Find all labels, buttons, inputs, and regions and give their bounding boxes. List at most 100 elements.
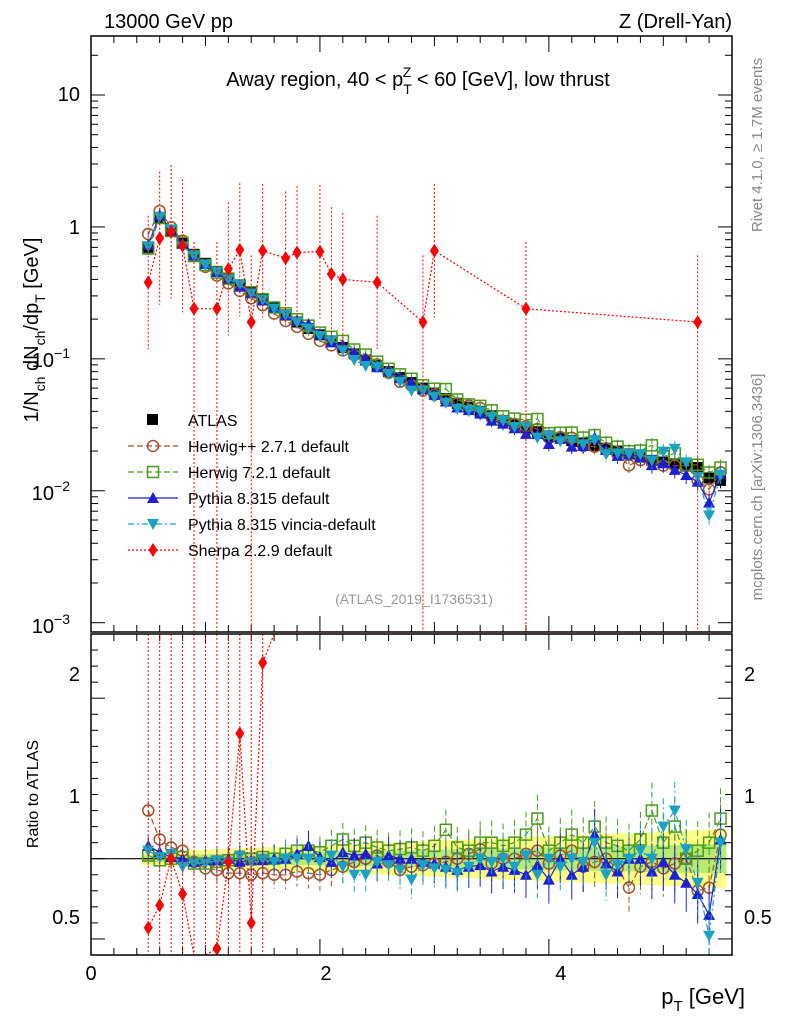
vincia-point bbox=[645, 455, 658, 467]
legend-marker-vincia bbox=[147, 519, 159, 530]
vincia-point bbox=[359, 361, 372, 373]
x-axis-label: pT [GeV] bbox=[661, 984, 745, 1015]
vincia-point bbox=[279, 309, 292, 321]
legend-label-herwigpp: Herwig++ 2.7.1 default bbox=[188, 439, 350, 456]
herwig7-ratio-point bbox=[565, 828, 578, 841]
legend-marker-herwig7 bbox=[146, 465, 160, 479]
vincia-point bbox=[554, 436, 567, 448]
main-data-layer bbox=[90, 36, 733, 632]
vincia-ratio-point bbox=[600, 869, 613, 881]
vincia-ratio-point bbox=[394, 864, 407, 876]
pythia-ratio-point bbox=[394, 852, 407, 864]
vincia-ratio-point bbox=[542, 853, 555, 865]
pythia-ratio-point bbox=[348, 849, 361, 861]
pythia-ratio-point bbox=[668, 868, 681, 880]
vincia-ratio-point bbox=[519, 850, 532, 862]
vincia-point bbox=[199, 260, 212, 272]
vincia-point bbox=[142, 241, 155, 253]
vincia-ratio-point bbox=[291, 853, 304, 865]
vincia-ratio-point bbox=[268, 856, 281, 868]
vincia-point bbox=[394, 376, 407, 388]
herwig7-point bbox=[531, 412, 544, 426]
vincia-ratio-point bbox=[645, 853, 658, 865]
x-tick-0: 0 bbox=[85, 963, 96, 985]
vincia-point bbox=[405, 385, 418, 397]
pythia-ratio-point bbox=[645, 865, 658, 877]
vincia-ratio-point bbox=[439, 864, 452, 876]
ratio-panel-frame bbox=[90, 633, 733, 956]
herwig7-ratio-point bbox=[531, 812, 544, 825]
legend-marker-pythia bbox=[147, 492, 159, 503]
vincia-point bbox=[302, 323, 315, 335]
vincia-point bbox=[565, 435, 578, 447]
sherpa-ratio-point bbox=[143, 920, 153, 935]
vincia-point bbox=[291, 317, 304, 329]
process-label: Z (Drell-Yan) bbox=[619, 11, 732, 33]
vincia-point bbox=[188, 251, 201, 263]
herwig7-ratio-point bbox=[668, 820, 682, 833]
vincia-ratio-point bbox=[462, 861, 475, 873]
legend-entry-pythia: Pythia 8.315 default bbox=[128, 491, 330, 508]
pythia-ratio-point bbox=[565, 868, 578, 880]
vincia-ratio-point bbox=[188, 858, 201, 870]
vincia-point bbox=[531, 432, 544, 444]
pythia-point bbox=[680, 468, 693, 480]
sherpa-ratio-point bbox=[155, 898, 165, 913]
vincia-ratio-point bbox=[680, 844, 693, 856]
ratio-y-tick-2-right: 2 bbox=[744, 664, 755, 686]
legend-entry-herwigpp: Herwig++ 2.7.1 default bbox=[128, 439, 350, 456]
vincia-ratio-point bbox=[428, 863, 441, 875]
vincia-point bbox=[462, 405, 475, 417]
vincia-point bbox=[485, 411, 498, 423]
vincia-point bbox=[634, 449, 647, 461]
herwig7-ratio-point bbox=[439, 823, 453, 837]
vincia-point bbox=[348, 354, 361, 366]
main-y-axis-label: 1/Nch dNch/dpT [GeV] bbox=[21, 238, 48, 423]
vincia-ratio-point bbox=[474, 853, 487, 865]
herwig7-point bbox=[439, 382, 453, 396]
vincia-ratio-point bbox=[210, 855, 223, 867]
vincia-point bbox=[588, 435, 601, 447]
vincia-point bbox=[474, 406, 487, 418]
ratio-y-axis-label: Ratio to ATLAS bbox=[25, 740, 42, 848]
sherpa-point bbox=[281, 251, 291, 266]
vincia-point bbox=[428, 391, 441, 403]
sherpa-point bbox=[338, 272, 348, 287]
vincia-point bbox=[451, 403, 464, 415]
pythia-point bbox=[668, 463, 681, 475]
pythia-ratio-point bbox=[531, 859, 544, 871]
sherpa-point bbox=[372, 275, 382, 290]
legend-marker-atlas bbox=[147, 414, 158, 425]
sherpa-point bbox=[189, 301, 199, 316]
sherpa-ratio-point bbox=[212, 941, 222, 956]
mcplots-label: mcplots.cern.ch [arXiv:1306.3436] bbox=[749, 374, 766, 601]
pythia-ratio-point bbox=[405, 852, 418, 864]
ratio-panel: Ratio to ATLAS 2 1 0.5 2 1 0.5 0 2 4 pT … bbox=[25, 633, 772, 1015]
main-y-tick-labels: 10 1 10−1 10−2 10−3 bbox=[32, 84, 80, 638]
vincia-point bbox=[680, 457, 693, 469]
sherpa-point bbox=[315, 244, 325, 259]
pythia-ratio-point bbox=[657, 855, 670, 867]
main-panel-title: Away region, 40 < pTZ < 60 [GeV], low th… bbox=[226, 64, 610, 97]
vincia-point bbox=[268, 303, 281, 315]
vincia-ratio-point bbox=[325, 850, 338, 862]
pythia-ratio-point bbox=[680, 876, 693, 888]
legend-entry-herwig7: Herwig 7.2.1 default bbox=[128, 465, 331, 482]
vincia-point bbox=[439, 397, 452, 409]
sherpa-point bbox=[258, 243, 268, 258]
vincia-point bbox=[382, 368, 395, 380]
ratio-y-tick-0.5-left: 0.5 bbox=[52, 907, 80, 929]
rivet-version-label: Rivet 4.1.0, ≥ 1.7M events bbox=[749, 58, 766, 232]
vincia-ratio-point bbox=[416, 860, 429, 872]
vincia-point bbox=[577, 439, 590, 451]
legend-label-sherpa: Sherpa 2.2.9 default bbox=[188, 543, 333, 560]
sherpa-point bbox=[521, 301, 531, 316]
vincia-ratio-point bbox=[382, 860, 395, 872]
sherpa-point bbox=[235, 242, 245, 257]
sherpa-point bbox=[166, 224, 176, 239]
sherpa-point bbox=[326, 266, 336, 281]
vincia-ratio-point bbox=[531, 869, 544, 881]
sherpa-point bbox=[429, 243, 439, 258]
pythia-point bbox=[359, 352, 372, 364]
legend-entry-vincia: Pythia 8.315 vincia-default bbox=[128, 517, 376, 534]
